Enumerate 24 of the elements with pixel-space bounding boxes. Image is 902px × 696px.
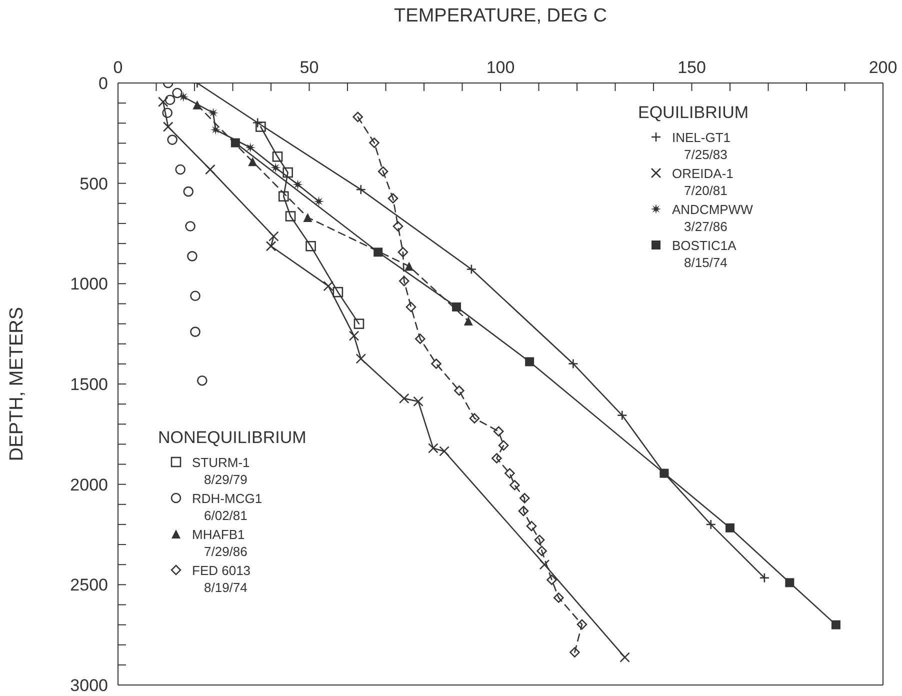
legend-label: INEL-GT1 7/25/83	[672, 129, 731, 163]
y-tick-label: 3000	[70, 676, 108, 696]
y-tick-label: 2500	[70, 576, 108, 595]
legend-label: FED 6013 8/19/74	[192, 562, 251, 596]
legend-label: OREIDA-1 7/20/81	[672, 165, 734, 199]
y-tick-label: 2000	[70, 475, 108, 494]
annotation: NONEQUILIBRIUM	[158, 428, 306, 448]
y-tick-label: 1500	[70, 375, 108, 394]
x-tick-label: 150	[678, 58, 706, 77]
y-axis-title: DEPTH, METERS	[6, 306, 28, 462]
x-tick-label: 100	[486, 58, 515, 77]
legend-label: RDH-MCG1 6/02/81	[192, 490, 262, 524]
legend-label: BOSTIC1A 8/15/74	[672, 237, 736, 271]
legend-label: MHAFB1 7/29/86	[192, 526, 248, 560]
y-tick-label: 500	[80, 174, 108, 194]
annotation: EQUILIBRIUM	[638, 103, 750, 123]
x-tick-label: 200	[868, 58, 898, 77]
x-axis-title: TEMPERATURE, DEG C	[394, 5, 607, 26]
y-tick-label: 1000	[70, 274, 108, 294]
x-tick-label: 0	[113, 58, 123, 77]
legend-label: STURM-1 8/29/79	[192, 454, 250, 488]
x-tick-label: 50	[300, 58, 319, 77]
y-tick-label: 0	[98, 74, 108, 94]
legend-label: ANDCMPWW 3/27/86	[672, 201, 753, 235]
